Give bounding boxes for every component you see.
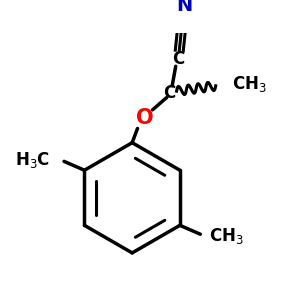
Text: C: C — [164, 84, 175, 102]
Text: CH$_3$: CH$_3$ — [209, 226, 244, 246]
Text: N: N — [176, 0, 193, 15]
Text: O: O — [136, 108, 153, 128]
Text: H$_3$C: H$_3$C — [16, 150, 51, 169]
Text: C: C — [172, 50, 184, 68]
Text: CH$_3$: CH$_3$ — [232, 74, 266, 94]
